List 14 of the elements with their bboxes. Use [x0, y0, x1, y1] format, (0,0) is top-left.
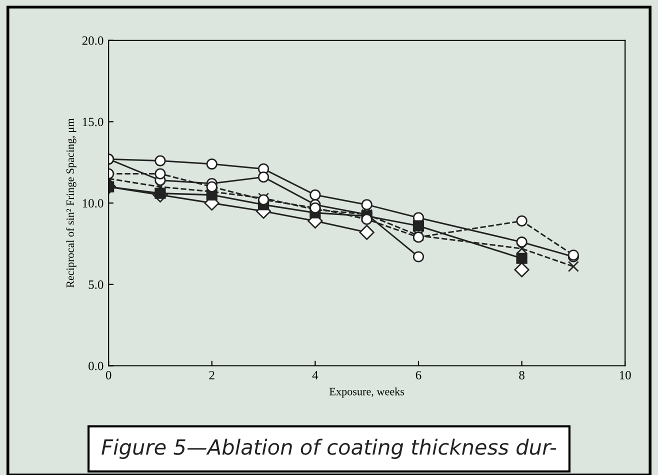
- y-tick-label: 20.0: [82, 36, 104, 45]
- y-tick-label: 5.0: [88, 280, 104, 289]
- y-tick-label: 0.0: [88, 362, 104, 370]
- y-tick-label: 10.0: [82, 199, 104, 208]
- x-tick-label: 2: [209, 371, 214, 380]
- x-tick-label: 8: [519, 370, 524, 380]
- x-tick-label: 0: [106, 370, 112, 380]
- x-axis-title: Exposure, weeks: [330, 388, 404, 398]
- caption: Figure 5—Ablation of coating thickness dur-: [102, 438, 556, 459]
- x-tick-label: 10: [620, 370, 631, 380]
- y-axis-title: Reciprocal of sin² Fringe Spacing, μm: [66, 118, 76, 288]
- x-tick-label: 6: [416, 371, 422, 380]
- y-tick-label: 15.0: [82, 118, 104, 126]
- x-tick-label: 4: [312, 371, 318, 380]
